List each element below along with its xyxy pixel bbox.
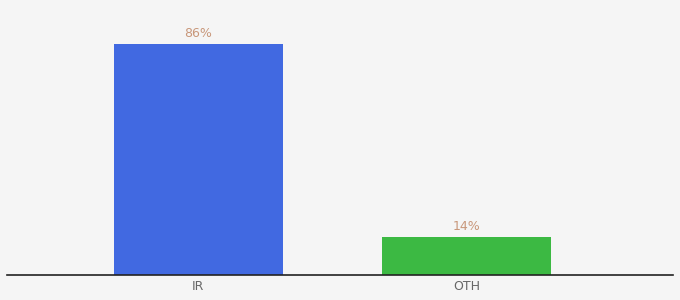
Bar [382,237,551,274]
Bar [114,44,283,274]
Text: 86%: 86% [184,27,212,40]
Text: 14%: 14% [452,220,480,233]
